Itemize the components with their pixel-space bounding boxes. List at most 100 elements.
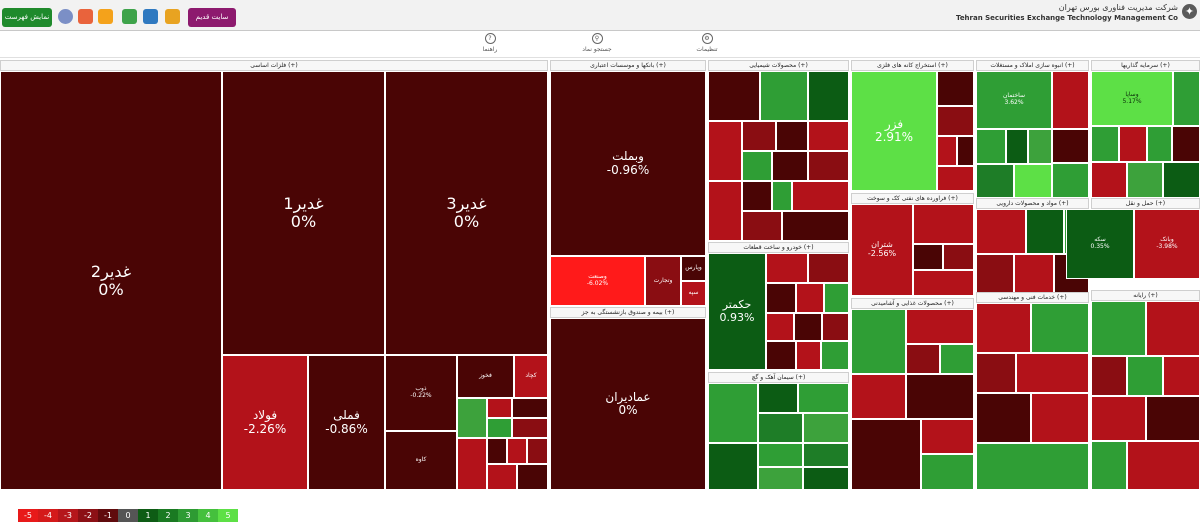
tile-name: حکمتر — [722, 298, 752, 312]
legend-item: -1 — [98, 509, 118, 522]
tile-name: ساختمان — [1002, 92, 1026, 100]
mining-tiles — [937, 71, 974, 191]
tile-ghadir1[interactable]: غدیر1 0% — [222, 71, 385, 355]
tile-small-metal[interactable]: کچاد — [514, 355, 548, 398]
tile-name: وبملت — [612, 149, 644, 164]
tile-small-bank[interactable]: سپه — [681, 281, 706, 306]
tile-name: غدیر1 — [283, 194, 324, 214]
book-icon[interactable] — [143, 9, 158, 24]
tile-name: فزر — [884, 116, 904, 131]
food-tiles — [851, 309, 974, 490]
legend-item: 2 — [158, 509, 178, 522]
sector-header-mining[interactable]: استخراج کانه های فلزی (+) — [851, 60, 974, 71]
tile-shetran[interactable]: شتران -2.56% — [851, 204, 913, 296]
tile-vesapa[interactable]: وساپا 5.17% — [1091, 71, 1173, 126]
legend-item: 3 — [178, 509, 198, 522]
sector-header-cement[interactable]: سیمان آهک و گچ (+) — [708, 372, 849, 383]
tile-name: سکه — [1094, 236, 1106, 244]
tile-name: وساپا — [1125, 90, 1139, 98]
tile-change: -0.86% — [325, 421, 368, 436]
sector-header-basic-metals[interactable]: فلزات اساسی (+) — [0, 60, 548, 71]
sector-header-auto[interactable]: خودرو و ساخت قطعات (+) — [708, 242, 849, 253]
calendar-icon[interactable] — [98, 9, 113, 24]
tile-ghadir2[interactable]: غدیر2 0% — [0, 71, 222, 490]
tile-change: 2.91% — [874, 130, 914, 144]
map-toolbar: ⚙ تنظیمات ⚲ جستجو نماد ? راهنما — [0, 31, 1200, 58]
tile-hekamtar[interactable]: حکمتر 0.93% — [708, 253, 766, 370]
tile-vesakhar[interactable]: ساختمان 3.62% — [976, 71, 1052, 129]
sector-header-engineering[interactable]: خدمات فنی و مهندسی (+) — [976, 292, 1089, 303]
sector-header-chemicals[interactable]: محصولات شیمیایی (+) — [708, 60, 849, 71]
sector-header-transport[interactable]: حمل و نقل (+) — [1091, 198, 1200, 209]
tile-foolad[interactable]: فولاد -2.26% — [222, 355, 308, 490]
tile-change: -6.02% — [586, 280, 609, 287]
help-tool[interactable]: ? راهنما — [465, 33, 515, 53]
tile-vebmellat[interactable]: وبملت -0.96% — [550, 71, 706, 256]
home-icon[interactable] — [78, 9, 93, 24]
tile-name: ذوب — [415, 385, 427, 393]
tile-name: فخوز — [479, 372, 492, 380]
tile-name: وصنعت — [588, 273, 607, 281]
tile-small-metal[interactable]: کاوه — [385, 431, 457, 490]
tile-vesanat[interactable]: وصنعت -6.02% — [550, 256, 645, 306]
help-icon: ? — [484, 33, 496, 44]
show-list-button[interactable]: نمایش فهرست — [2, 8, 52, 27]
legend-item: 5 — [218, 509, 238, 522]
symbol-search-label: جستجو نماد — [582, 46, 612, 53]
company-name-en: Tehran Securities Exchange Technology Ma… — [955, 14, 1178, 22]
sector-header-investments[interactable]: سرمایه گذاریها (+) — [1091, 60, 1200, 71]
old-site-button[interactable]: سایت قدیم — [188, 8, 236, 27]
legend-item: -4 — [38, 509, 58, 522]
user-icon: ⚲ — [591, 33, 603, 44]
tile-name: سپه — [688, 289, 699, 297]
sector-header-banks[interactable]: بانکها و موسسات اعتباری (+) — [550, 60, 706, 71]
tile-name: کاوه — [415, 456, 427, 464]
tile-change: 5.17% — [1122, 97, 1142, 105]
tile-name: وبانک — [1160, 236, 1174, 244]
tile-fazar[interactable]: فزر 2.91% — [851, 71, 937, 191]
sector-header-pharma[interactable]: مواد و محصولات دارویی (+) — [976, 198, 1089, 209]
tile-change: 0% — [618, 403, 638, 417]
sector-header-computer[interactable]: رایانه (+) — [1091, 290, 1200, 301]
settings-tool[interactable]: ⚙ تنظیمات — [682, 33, 732, 53]
tile-change: 3.62% — [1004, 99, 1024, 106]
symbol-search-tool[interactable]: ⚲ جستجو نماد — [572, 33, 622, 53]
legend-item: -2 — [78, 509, 98, 522]
tile-change: -0.22% — [410, 392, 432, 399]
refinery-tiles — [913, 204, 974, 296]
chemicals-tiles — [708, 71, 849, 241]
tile-change: -2.56% — [867, 249, 897, 258]
tile-vebank[interactable]: وبانک -3.98% — [1134, 209, 1200, 279]
cement-tiles — [708, 383, 849, 490]
tile-ghadir3[interactable]: غدیر3 0% — [385, 71, 548, 355]
tile-zob[interactable]: ذوب -0.22% — [385, 355, 457, 431]
grid-icon[interactable] — [165, 9, 180, 24]
sector-header-food[interactable]: محصولات غذایی و آشامیدنی (+) — [851, 298, 974, 309]
legend-item: 0 — [118, 509, 138, 522]
tile-sekeh[interactable]: سکه 0.35% — [1066, 209, 1134, 279]
realestate-tiles-right — [1052, 71, 1089, 198]
auto-tiles — [766, 253, 849, 370]
tile-name: فولاد — [252, 408, 278, 423]
tile-emad[interactable]: عمادیران 0% — [550, 318, 706, 490]
company-name-fa: شرکت مدیریت فناوری بورس تهران — [1058, 3, 1178, 12]
globe-icon[interactable] — [58, 9, 73, 24]
tile-name: وتجارت — [653, 276, 673, 284]
sector-header-realestate[interactable]: انبوه سازی املاک و مستغلات (+) — [976, 60, 1089, 71]
tile-small-metal[interactable]: فخوز — [457, 355, 514, 398]
tile-fameli[interactable]: فملی -0.86% — [308, 355, 385, 490]
sector-header-refinery[interactable]: فراورده های نفتی کک و سوخت (+) — [851, 193, 974, 204]
sector-header-insurance[interactable]: بیمه و صندوق بازنشستگی به جز (+) — [550, 307, 706, 318]
help-tool-label: راهنما — [482, 46, 498, 53]
tile-small-bank[interactable]: وتجارت — [645, 256, 681, 306]
tile-change: 0.35% — [1090, 243, 1110, 250]
tile-change: -0.96% — [606, 162, 650, 177]
tile-small-bank[interactable]: وپارس — [681, 256, 706, 281]
realestate-tiles-left — [976, 129, 1052, 198]
search-icon[interactable] — [122, 9, 137, 24]
legend-item: 1 — [138, 509, 158, 522]
tile-change: -3.98% — [1156, 243, 1178, 250]
legend-item: -5 — [18, 509, 38, 522]
tile-change: 0% — [98, 279, 124, 299]
tile-name: کچاد — [525, 372, 537, 380]
